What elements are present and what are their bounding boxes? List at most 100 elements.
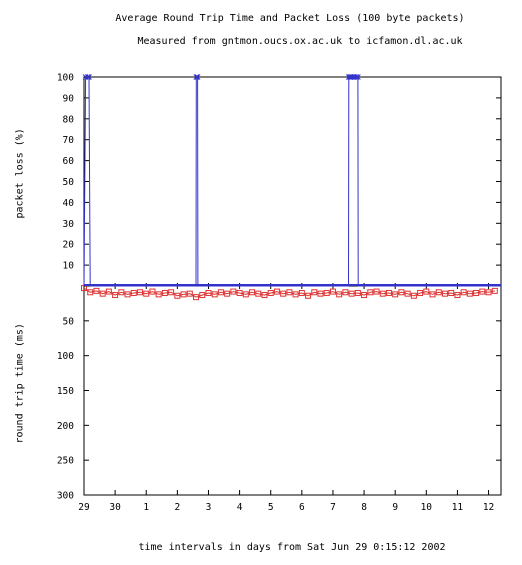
rtt-point <box>292 291 299 298</box>
rtt-point <box>379 290 386 297</box>
rtt-point <box>224 290 231 297</box>
rtt-point <box>423 288 430 295</box>
x-tick-label: 12 <box>483 502 494 513</box>
rtt-point <box>280 290 287 297</box>
x-tick-label: 5 <box>268 502 274 513</box>
rtt-point <box>249 289 256 296</box>
loss-tick-label: 100 <box>57 73 74 84</box>
x-tick-label: 3 <box>206 502 212 513</box>
packet-loss-point <box>194 74 201 80</box>
x-tick-label: 6 <box>299 502 305 513</box>
x-tick-label: 2 <box>174 502 180 513</box>
rtt-point <box>410 292 417 299</box>
packet-loss-ticks: 10 20 30 40 50 60 70 80 90 100 <box>57 73 501 272</box>
x-tick-label: 9 <box>392 502 398 513</box>
loss-tick-label: 50 <box>63 177 75 188</box>
rtt-tick-label: 100 <box>57 351 74 362</box>
rtt-point <box>329 288 336 295</box>
rtt-point <box>460 289 467 296</box>
rtt-point <box>118 289 125 296</box>
rtt-point <box>193 294 200 301</box>
rtt-tick-label: 200 <box>57 421 74 432</box>
packet-loss-line <box>83 76 501 287</box>
rtt-point <box>466 290 473 297</box>
rtt-tick-label: 150 <box>57 386 74 397</box>
x-ticks: 29 30 1 2 3 4 5 6 7 8 9 10 11 12 <box>78 283 494 513</box>
rtt-point <box>286 289 293 296</box>
rtt-point <box>354 289 361 296</box>
loss-tick-label: 80 <box>63 114 75 125</box>
rtt-point <box>429 291 436 298</box>
rtt-point <box>417 289 424 296</box>
rtt-point <box>305 292 312 299</box>
rtt-point <box>137 289 144 296</box>
rtt-point <box>398 289 405 296</box>
rtt-point <box>473 289 480 296</box>
x-tick-label: 4 <box>237 502 243 513</box>
rtt-point <box>130 289 137 296</box>
rtt-point <box>273 288 280 295</box>
packet-loss-point <box>354 74 361 80</box>
rtt-point <box>404 290 411 297</box>
x-tick-label: 1 <box>143 502 149 513</box>
rtt-point <box>485 289 492 296</box>
rtt-point <box>441 290 448 297</box>
rtt-series <box>81 285 498 301</box>
x-tick-label: 11 <box>452 502 464 513</box>
rtt-point <box>230 288 237 295</box>
rtt-point <box>155 291 162 298</box>
rtt-point <box>367 289 374 296</box>
packet-loss-point <box>353 74 360 80</box>
rtt-point <box>93 287 100 294</box>
rtt-point <box>124 291 131 298</box>
rtt-point <box>143 290 150 297</box>
rtt-point <box>373 288 380 295</box>
rtt-tick-label: 300 <box>57 491 74 502</box>
packet-loss-point <box>84 74 91 80</box>
rtt-point <box>348 290 355 297</box>
rtt-point <box>211 291 218 298</box>
loss-tick-label: 90 <box>63 93 75 104</box>
rtt-point <box>180 291 187 298</box>
loss-tick-label: 10 <box>63 261 75 272</box>
rtt-point <box>149 288 156 295</box>
rtt-point <box>267 289 274 296</box>
rtt-point <box>105 288 112 295</box>
rtt-point <box>112 292 119 299</box>
x-tick-label: 10 <box>421 502 433 513</box>
x-tick-label: 7 <box>330 502 336 513</box>
rtt-point <box>99 290 106 297</box>
packet-loss-series <box>82 74 501 287</box>
chart-title: Average Round Trip Time and Packet Loss … <box>115 13 465 24</box>
rtt-point <box>385 289 392 296</box>
rtt-point <box>479 288 486 295</box>
rtt-point <box>323 289 330 296</box>
rtt-point <box>448 289 455 296</box>
rtt-point <box>361 292 368 299</box>
x-tick-label: 8 <box>361 502 367 513</box>
loss-tick-label: 70 <box>63 135 75 146</box>
rtt-tick-label: 250 <box>57 456 74 467</box>
rtt-point <box>336 291 343 298</box>
rtt-point <box>168 289 175 296</box>
rtt-point <box>435 289 442 296</box>
rtt-point <box>205 289 212 296</box>
rtt-point <box>342 289 349 296</box>
rtt-point <box>298 289 305 296</box>
rtt-point <box>87 289 94 296</box>
x-tick-label: 30 <box>109 502 121 513</box>
x-tick-label: 29 <box>78 502 90 513</box>
rtt-point <box>217 289 224 296</box>
chart-subtitle: Measured from gntmon.oucs.ox.ac.uk to ic… <box>137 36 463 47</box>
packet-loss-point <box>193 74 200 80</box>
rtt-point <box>317 290 324 297</box>
loss-tick-label: 20 <box>63 240 75 251</box>
rtt-point <box>236 289 243 296</box>
rtt-point <box>255 290 262 297</box>
rtt-tick-label: 50 <box>63 316 75 327</box>
rtt-point <box>392 291 399 298</box>
rtt-point <box>242 291 249 298</box>
x-axis-label: time intervals in days from Sat Jun 29 0… <box>138 542 446 553</box>
rtt-point <box>199 292 206 299</box>
